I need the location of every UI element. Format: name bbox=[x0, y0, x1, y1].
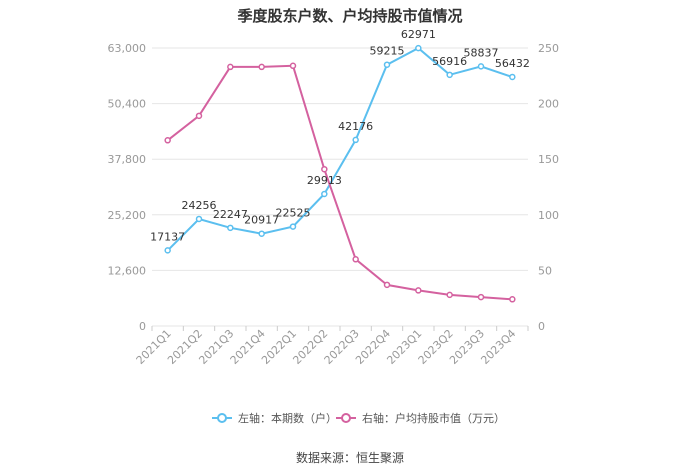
y-left-tick-label: 50,400 bbox=[108, 98, 147, 111]
data-point-right bbox=[509, 296, 516, 303]
legend-label-left: 左轴：本期数（户） bbox=[238, 411, 337, 425]
y-left-tick-label: 37,800 bbox=[108, 153, 147, 166]
data-point-left bbox=[195, 215, 203, 223]
data-point-right bbox=[321, 165, 328, 173]
data-point-left bbox=[477, 63, 485, 70]
y-right-tick-label: 200 bbox=[538, 98, 559, 111]
data-label: 56432 bbox=[495, 57, 530, 70]
legend-marker-left bbox=[217, 413, 227, 423]
data-point-right bbox=[258, 63, 265, 71]
y-left-tick-label: 12,600 bbox=[108, 264, 147, 277]
data-label: 22525 bbox=[276, 207, 311, 220]
data-point-left bbox=[352, 136, 359, 144]
y-left-tick-label: 0 bbox=[139, 320, 146, 333]
data-point-right bbox=[477, 293, 485, 301]
data-point-right bbox=[383, 281, 391, 289]
data-point-left bbox=[227, 224, 234, 232]
data-label: 62971 bbox=[401, 28, 436, 41]
x-tick-label: 2023Q4 bbox=[478, 327, 518, 367]
y-right-tick-label: 0 bbox=[538, 320, 545, 333]
y-left-tick-label: 63,000 bbox=[108, 42, 147, 55]
data-point-left bbox=[321, 190, 328, 198]
chart-title: 季度股东户数、户均持股市值情况 bbox=[237, 7, 463, 25]
series-line-right bbox=[167, 64, 513, 301]
data-point-left bbox=[509, 73, 516, 81]
data-point-left bbox=[446, 71, 453, 79]
data-point-right bbox=[289, 62, 297, 70]
y-right-tick-label: 150 bbox=[538, 153, 559, 166]
data-point-right bbox=[446, 291, 453, 299]
data-label: 58837 bbox=[464, 46, 499, 59]
data-label: 29913 bbox=[307, 174, 342, 187]
data-point-right bbox=[415, 287, 422, 294]
data-point-left bbox=[164, 247, 171, 254]
data-point-left bbox=[258, 230, 265, 237]
data-point-right bbox=[164, 137, 171, 144]
data-point-left bbox=[383, 61, 391, 68]
legend-label-right: 右轴：户均持股市值（万元） bbox=[362, 411, 505, 425]
data-label: 20917 bbox=[244, 214, 279, 227]
y-right-tick-label: 100 bbox=[538, 209, 559, 222]
data-point-left bbox=[415, 44, 422, 52]
series-line-left bbox=[166, 46, 513, 252]
data-point-right bbox=[195, 112, 203, 120]
data-label: 22247 bbox=[213, 208, 248, 221]
data-label: 17137 bbox=[150, 230, 185, 243]
y-left-tick-label: 25,200 bbox=[108, 209, 147, 222]
data-label: 42176 bbox=[338, 120, 373, 133]
data-point-left bbox=[289, 223, 297, 230]
y-right-tick-label: 50 bbox=[538, 264, 552, 277]
data-point-right bbox=[352, 256, 359, 263]
data-point-right bbox=[227, 63, 234, 71]
data-label: 56916 bbox=[432, 55, 467, 68]
data-label: 59215 bbox=[370, 45, 405, 58]
data-label: 24256 bbox=[182, 199, 217, 212]
y-right-tick-label: 250 bbox=[538, 42, 559, 55]
data-source: 数据来源：恒生聚源 bbox=[295, 451, 404, 465]
legend-marker-right bbox=[341, 413, 351, 423]
